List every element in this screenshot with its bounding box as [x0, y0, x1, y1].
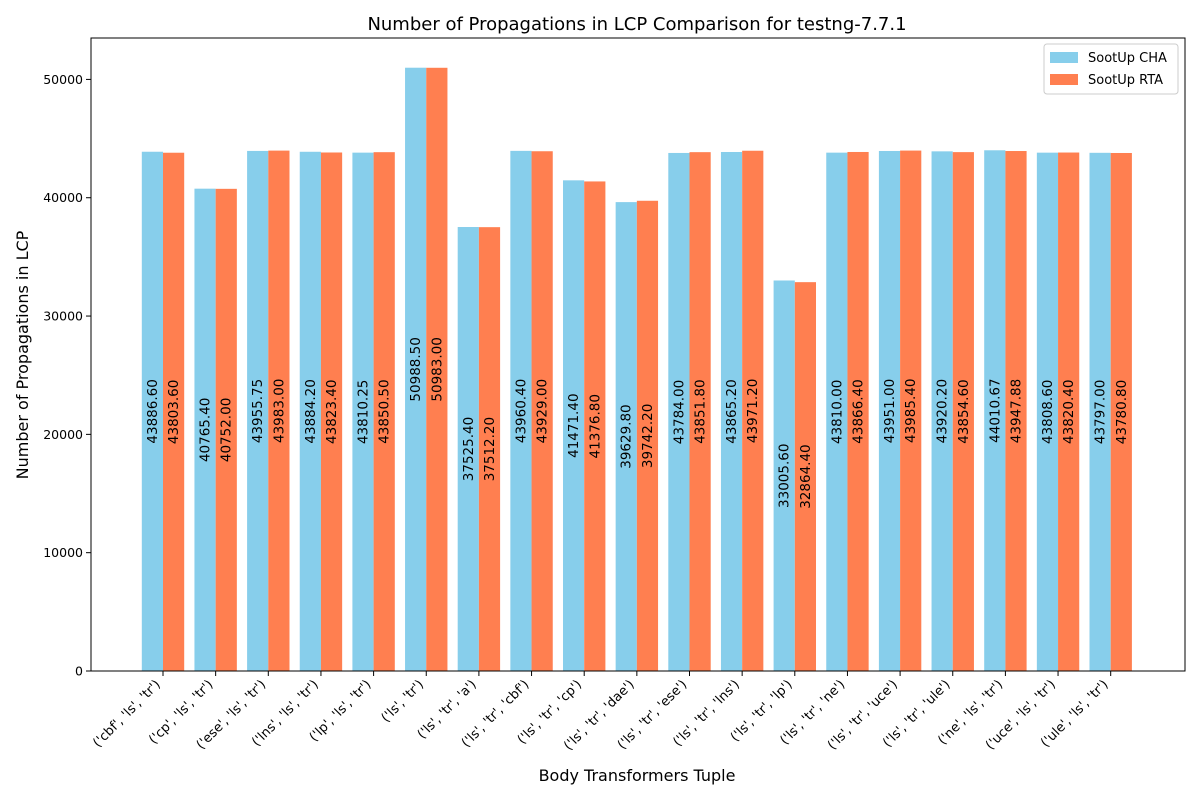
bar-rta — [478, 227, 501, 671]
bar-cha — [141, 151, 163, 671]
bar-rta — [1005, 151, 1027, 671]
bar-rta — [531, 151, 553, 671]
bar-value-label: 43985.40 — [903, 379, 919, 443]
y-axis-label: Number of Propagations in LCP — [13, 230, 32, 479]
y-tick-label: 10000 — [43, 545, 83, 560]
legend-label: SootUp RTA — [1088, 73, 1163, 88]
bar-value-label: 43797.00 — [1093, 380, 1109, 444]
bar-value-label: 43820.40 — [1061, 380, 1077, 444]
bar-value-label: 37512.20 — [482, 417, 498, 481]
bar-value-label: 43955.75 — [250, 379, 266, 443]
bar-rta — [163, 152, 185, 671]
y-tick-label: 40000 — [43, 190, 83, 205]
bar-cha — [457, 227, 479, 672]
bar-value-label: 43850.50 — [377, 379, 393, 443]
legend: SootUp CHA SootUp RTA — [1043, 43, 1179, 95]
bar-value-label: 33005.60 — [777, 444, 793, 508]
bar-cha — [247, 150, 269, 672]
bar-rta — [1110, 152, 1132, 672]
bar-value-label: 43983.00 — [271, 379, 287, 443]
legend-swatch — [1050, 74, 1078, 85]
bar-value-label: 43971.20 — [745, 379, 761, 443]
bar-cha — [773, 280, 795, 671]
bar-cha — [405, 67, 427, 671]
bar-cha — [1089, 152, 1111, 672]
legend-swatch — [1050, 52, 1078, 63]
bar-rta — [1058, 152, 1080, 671]
bar-rta — [584, 181, 606, 672]
bar-value-label: 37525.40 — [461, 417, 477, 481]
bar-cha — [563, 180, 585, 671]
bar-value-label: 44010.67 — [987, 378, 1003, 442]
bar-rta — [900, 150, 922, 672]
bar-rta — [847, 151, 869, 671]
y-tick-label: 30000 — [43, 309, 83, 324]
bar-cha — [984, 150, 1006, 671]
bar-cha — [299, 151, 321, 672]
bar-value-label: 43929.00 — [535, 379, 551, 443]
bar-value-label: 39629.80 — [619, 404, 635, 468]
bar-value-label: 41376.80 — [587, 394, 603, 458]
bar-rta — [373, 152, 395, 671]
x-axis-label: Body Transformers Tuple — [539, 766, 736, 785]
y-tick-label: 50000 — [43, 72, 83, 87]
bar-value-label: 43780.80 — [1114, 380, 1130, 444]
bar-value-label: 43810.00 — [829, 380, 845, 444]
bar-value-label: 43947.88 — [1009, 379, 1025, 443]
bar-value-label: 43854.60 — [956, 379, 972, 443]
bar-rta — [636, 200, 659, 671]
bar-value-label: 43920.20 — [935, 379, 951, 443]
bar-value-label: 43851.80 — [693, 379, 709, 443]
bar-value-label: 43886.60 — [145, 379, 161, 443]
bar-value-label: 40765.40 — [198, 398, 214, 462]
y-tick-label: 0 — [75, 664, 83, 679]
bar-value-label: 43884.20 — [303, 379, 319, 443]
bar-cha — [668, 152, 690, 672]
bar-rta — [689, 152, 711, 671]
bar-cha — [1036, 152, 1059, 671]
bar-rta — [215, 188, 237, 671]
bar-rta — [742, 150, 764, 672]
bar-value-label: 43810.25 — [356, 380, 372, 444]
bar-cha — [720, 151, 743, 671]
plot-frame — [90, 37, 1186, 672]
bar-value-label: 50988.50 — [408, 337, 424, 401]
bar-cha — [194, 188, 216, 672]
bar-rta — [794, 282, 816, 671]
bar-value-label: 43866.40 — [851, 379, 867, 443]
legend-label: SootUp CHA — [1088, 51, 1167, 66]
bar-rta — [952, 152, 974, 672]
bar-cha — [826, 152, 848, 671]
y-tick-label: 20000 — [43, 427, 83, 442]
bar-cha — [615, 202, 637, 671]
bar-value-label: 43823.40 — [324, 380, 340, 444]
bar-value-label: 43865.20 — [724, 379, 740, 443]
bar-value-label: 32864.40 — [798, 444, 814, 508]
plot-area: 43886.60 40765.40 43955.75 43884.20 43810.25… — [43, 37, 1186, 754]
x-tick-label: ('ls', 'tr') — [379, 677, 427, 725]
bar-rta — [426, 67, 448, 671]
bar-cha — [878, 150, 901, 671]
bar-cha — [931, 151, 953, 671]
bar-value-label: 50983.00 — [429, 337, 445, 401]
bar-value-label: 40752.00 — [219, 398, 235, 462]
chart-title: Number of Propagations in LCP Comparison… — [367, 14, 906, 35]
bar-cha — [352, 152, 374, 671]
bar-value-label: 43951.00 — [882, 379, 898, 443]
bar-value-label: 43784.00 — [671, 380, 687, 444]
bar-value-label: 41471.40 — [566, 393, 582, 457]
bar-cha — [510, 150, 532, 671]
bar-value-label: 43960.40 — [513, 379, 529, 443]
bar-value-label: 39742.20 — [640, 404, 656, 468]
bar-value-label: 43808.60 — [1040, 380, 1056, 444]
bar-rta — [268, 150, 290, 671]
bar-value-label: 43803.60 — [166, 380, 182, 444]
bar-rta — [320, 152, 343, 672]
